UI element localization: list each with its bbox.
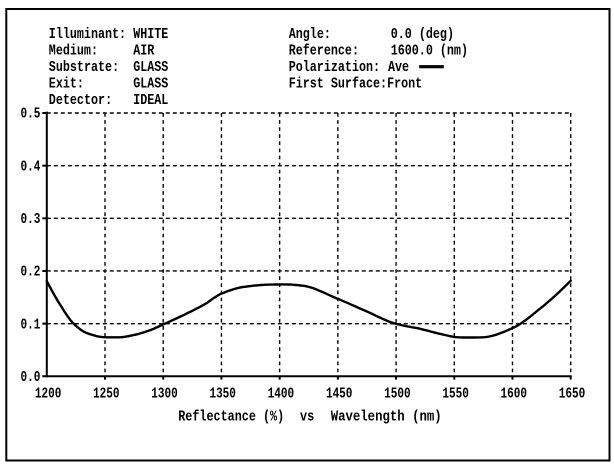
svg-text:IDEAL: IDEAL: [133, 92, 168, 109]
svg-text:0.0 (deg): 0.0 (deg): [391, 26, 454, 43]
svg-text:WHITE: WHITE: [133, 26, 168, 43]
svg-text:0.5: 0.5: [21, 107, 41, 123]
svg-text:1400: 1400: [268, 387, 295, 403]
svg-text:0.4: 0.4: [21, 159, 41, 175]
svg-text:Detector:: Detector:: [49, 92, 112, 109]
svg-text:GLASS: GLASS: [133, 59, 168, 76]
svg-text:Angle:: Angle:: [289, 26, 331, 43]
svg-text:1550: 1550: [442, 387, 469, 403]
svg-text:1250: 1250: [93, 387, 120, 403]
svg-text:Medium:: Medium:: [49, 42, 98, 59]
svg-text:Wavelength (nm): Wavelength (nm): [331, 409, 442, 426]
svg-text:1350: 1350: [209, 387, 236, 403]
svg-text:Reference:: Reference:: [289, 42, 359, 59]
svg-text:Polarization:: Polarization:: [289, 59, 380, 76]
svg-text:Illuminant:: Illuminant:: [49, 26, 126, 43]
svg-text:1200: 1200: [35, 387, 62, 403]
svg-text:Substrate:: Substrate:: [49, 59, 119, 76]
svg-text:1650: 1650: [559, 387, 586, 403]
svg-text:vs: vs: [300, 409, 314, 426]
svg-text:1600.0 (nm): 1600.0 (nm): [391, 42, 468, 59]
svg-text:GLASS: GLASS: [133, 76, 168, 93]
svg-text:1600: 1600: [501, 387, 528, 403]
svg-text:1500: 1500: [384, 387, 411, 403]
svg-text:0.3: 0.3: [21, 212, 41, 228]
svg-text:0.0: 0.0: [21, 370, 41, 386]
svg-text:1300: 1300: [151, 387, 178, 403]
svg-text:Exit:: Exit:: [49, 76, 84, 93]
svg-text:1450: 1450: [326, 387, 353, 403]
svg-text:First Surface:: First Surface:: [289, 76, 387, 93]
svg-text:0.1: 0.1: [21, 317, 41, 333]
svg-text:0.2: 0.2: [21, 265, 41, 281]
svg-text:Reflectance (%): Reflectance (%): [178, 409, 284, 426]
svg-text:Front: Front: [387, 76, 422, 93]
svg-text:Ave: Ave: [388, 59, 409, 76]
svg-text:AIR: AIR: [133, 42, 154, 59]
